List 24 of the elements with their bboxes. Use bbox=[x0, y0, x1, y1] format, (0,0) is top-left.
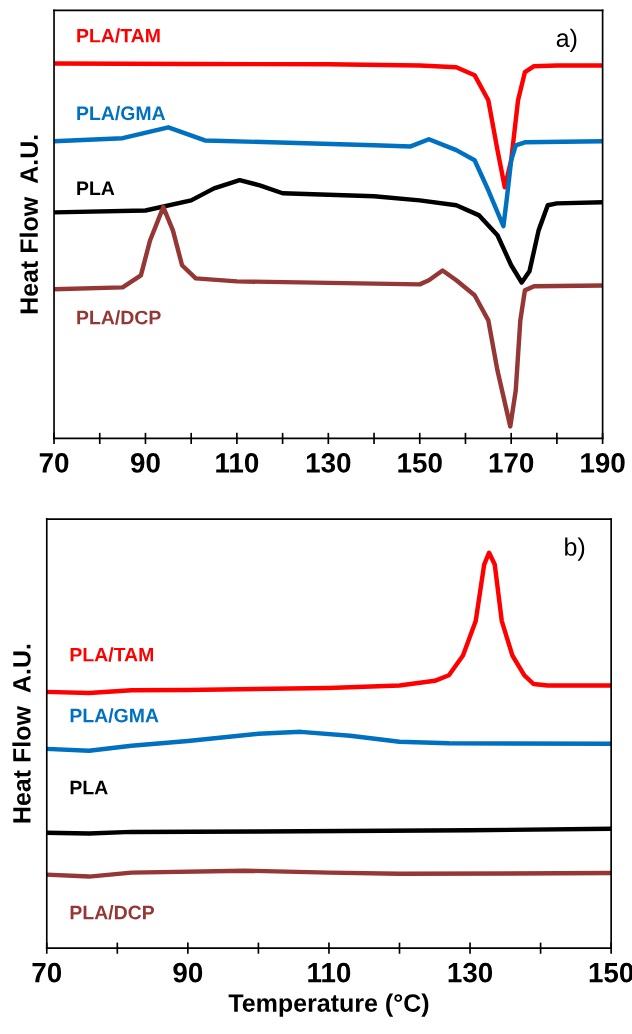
y-axis-title: Heat Flow A.U. bbox=[19, 135, 38, 314]
series-label: PLA bbox=[77, 181, 115, 195]
series-label: PLA/GMA bbox=[77, 105, 166, 121]
x-tick-label: 150 bbox=[398, 453, 442, 473]
x-tick-label: 110 bbox=[216, 453, 259, 473]
series-label: PLA/GMA bbox=[70, 708, 159, 723]
x-tick-label: 90 bbox=[130, 453, 160, 473]
x-tick-label: 70 bbox=[39, 453, 69, 473]
x-axis-title: Temperature (°C) bbox=[228, 993, 429, 1017]
x-tick-label: 90 bbox=[173, 962, 203, 983]
text: a) bbox=[556, 28, 577, 52]
x-tick-label: 110 bbox=[308, 962, 351, 983]
x-tick-label: 70 bbox=[32, 962, 62, 983]
x-tick-label: 130 bbox=[306, 453, 351, 473]
x-tick-label: 190 bbox=[581, 453, 625, 473]
annotation: b) bbox=[565, 537, 585, 561]
x-tick-label: 130 bbox=[448, 962, 493, 983]
series-label: PLA/DCP bbox=[70, 905, 155, 920]
series-label: PLA/TAM bbox=[77, 28, 160, 43]
series-label: PLA/TAM bbox=[70, 647, 154, 662]
y-axis-title: Heat Flow A.U. bbox=[12, 644, 31, 823]
series-label: PLA/DCP bbox=[77, 310, 161, 325]
x-tick-label: 170 bbox=[489, 453, 534, 473]
series-label: PLA bbox=[70, 780, 108, 795]
